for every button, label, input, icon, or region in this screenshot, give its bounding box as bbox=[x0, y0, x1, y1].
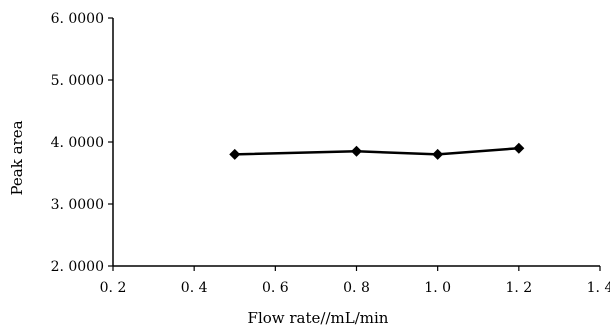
x-axis-label: Flow rate∕∕mL/min bbox=[248, 309, 389, 327]
data-series bbox=[229, 142, 525, 160]
data-point-marker bbox=[351, 145, 362, 157]
y-tick-label: 3. 0000 bbox=[51, 197, 104, 213]
data-point-marker bbox=[432, 148, 444, 160]
x-axis: 0. 2 0. 4 0. 6 0. 8 1. 0 1. 2 1. 4 bbox=[100, 265, 610, 296]
y-axis-label: Peak area bbox=[8, 120, 26, 195]
y-tick-label: 5. 0000 bbox=[51, 73, 104, 89]
x-tick-label: 0. 2 bbox=[100, 280, 127, 296]
y-axis: 2. 0000 3. 0000 4. 0000 5. 0000 6. 0000 bbox=[51, 11, 114, 275]
data-point-marker bbox=[513, 142, 525, 154]
x-tick-label: 0. 6 bbox=[262, 280, 289, 296]
x-tick-label: 0. 8 bbox=[343, 280, 370, 296]
x-tick-label: 0. 4 bbox=[181, 280, 208, 296]
x-tick-label: 1. 4 bbox=[587, 280, 610, 296]
y-tick-label: 2. 0000 bbox=[51, 259, 104, 275]
x-tick-label: 1. 2 bbox=[505, 280, 532, 296]
x-tick-label: 1. 0 bbox=[424, 280, 451, 296]
y-tick-label: 4. 0000 bbox=[51, 135, 104, 151]
y-tick-label: 6. 0000 bbox=[51, 11, 104, 27]
data-point-marker bbox=[229, 148, 241, 160]
series-line bbox=[234, 146, 519, 156]
